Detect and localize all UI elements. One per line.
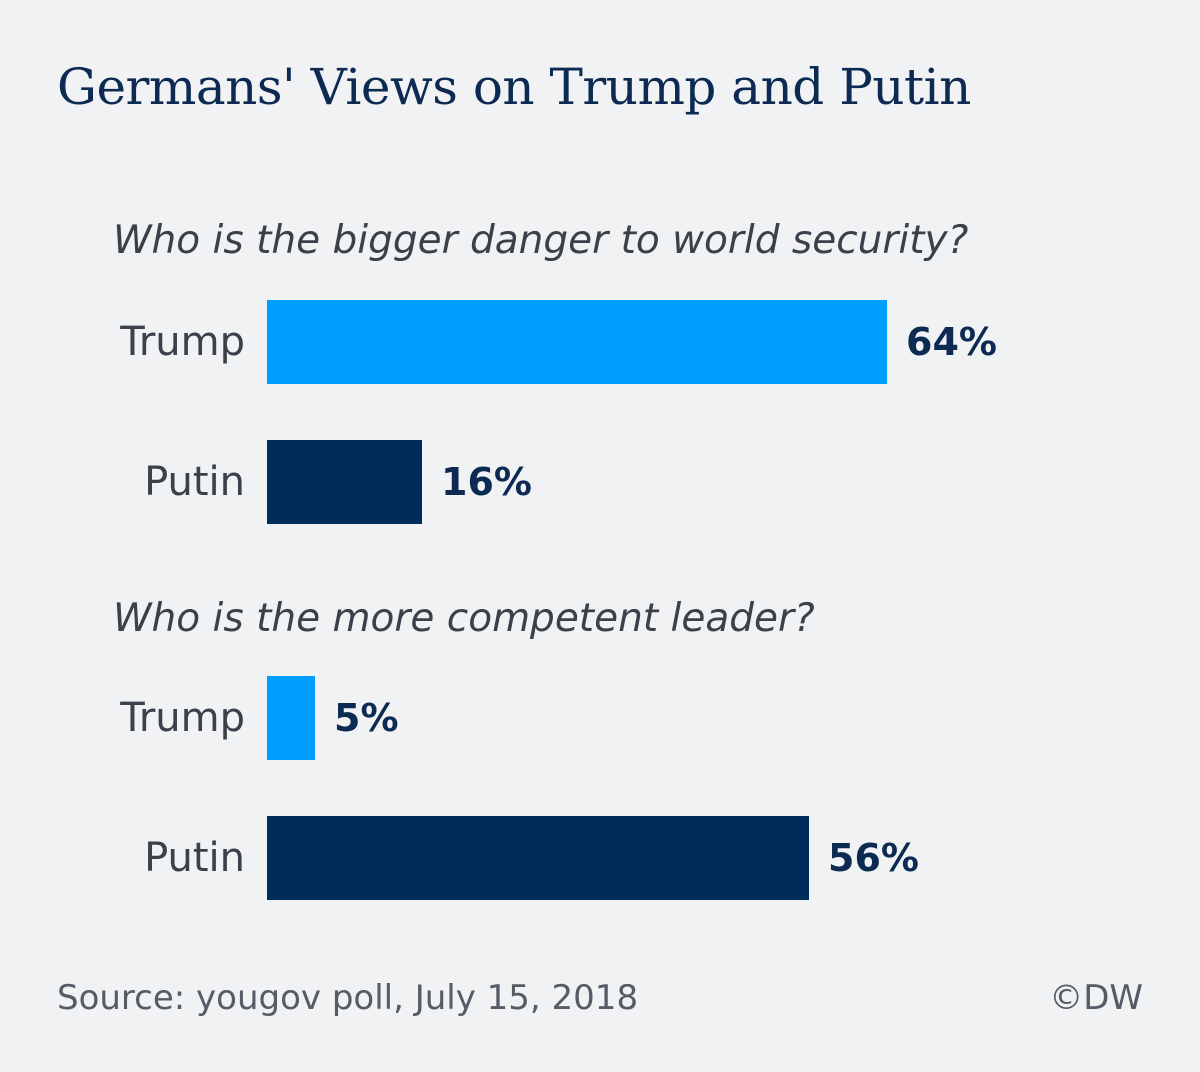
bar-label-putin-competent: Putin [144, 835, 245, 881]
bar-label-trump-competent: Trump [120, 695, 245, 741]
question-competent-leader: Who is the more competent leader? [113, 596, 815, 641]
question-world-security: Who is the bigger danger to world securi… [113, 218, 969, 263]
bar-trump-competent [267, 676, 315, 760]
bar-trump-danger [267, 300, 887, 384]
value-label-putin-danger: 16% [441, 460, 532, 504]
value-label-trump-danger: 64% [906, 320, 997, 364]
bar-putin-competent [267, 816, 809, 900]
chart-title: Germans' Views on Trump and Putin [57, 58, 971, 116]
bar-label-trump-danger: Trump [120, 319, 245, 365]
source-note: Source: yougov poll, July 15, 2018 [57, 978, 639, 1018]
bar-putin-danger [267, 440, 422, 524]
bar-label-putin-danger: Putin [144, 459, 245, 505]
value-label-trump-competent: 5% [334, 696, 399, 740]
dw-credit: ©DW [1049, 978, 1143, 1018]
value-label-putin-competent: 56% [828, 836, 919, 880]
